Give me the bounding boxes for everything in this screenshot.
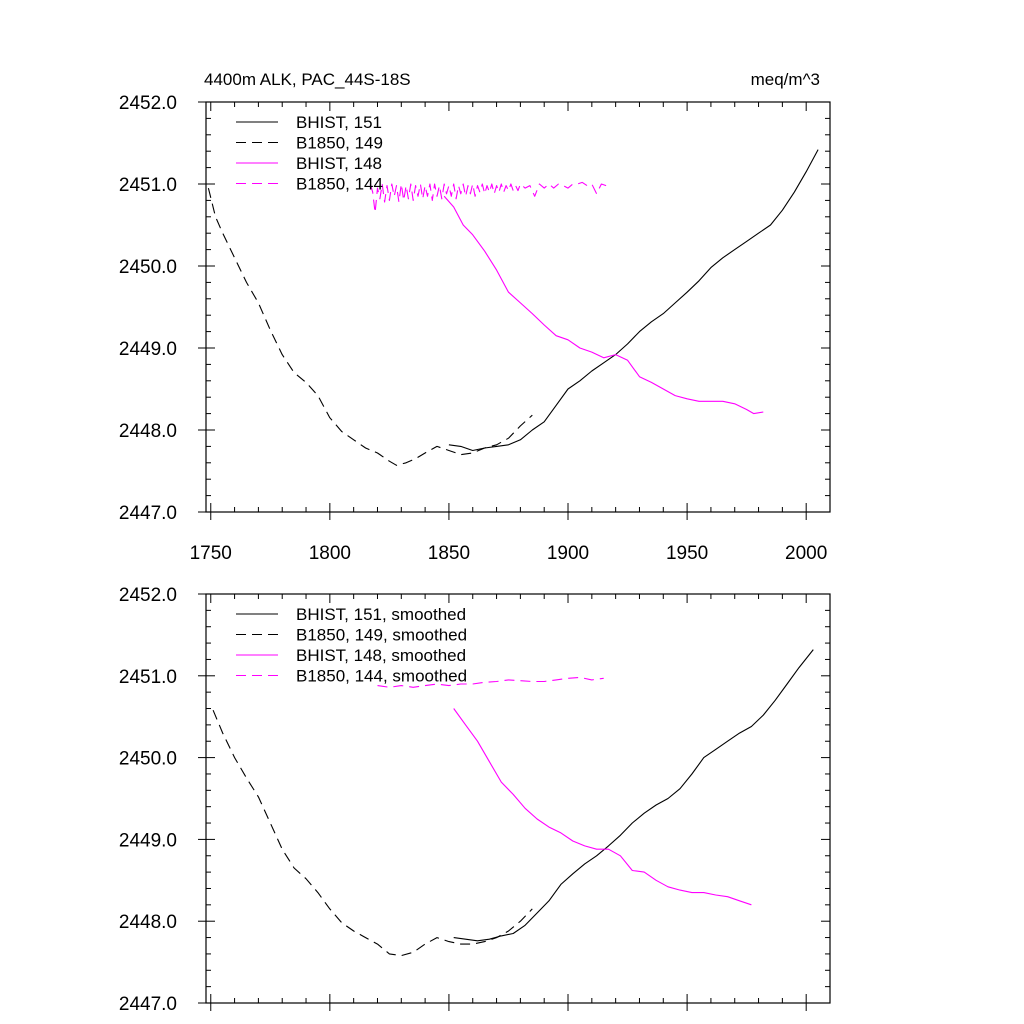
y-tick-label: 2447.0 [119,994,177,1015]
x-tick-label: 1850 [428,543,470,564]
legend-label: BHIST, 151 [296,113,382,132]
chart-title: 4400m ALK, PAC_44S-18S [204,70,411,89]
series-line [453,649,814,942]
x-tick-label: 1900 [547,543,589,564]
chart-panel-bottom: 2447.0 2448.0 2449.0 2450.0 2451.0 2452.0 BHIS… [119,585,831,1015]
series-line [377,676,604,688]
y-tick-label: 2448.0 [119,912,177,933]
y-tick-label: 2447.0 [119,503,177,524]
series-line [453,708,752,906]
x-tick-label: 2000 [785,543,827,564]
chart-units: meq/m^3 [751,70,820,89]
y-tick-label: 2452.0 [119,585,177,606]
y-tick-label: 2449.0 [119,830,177,851]
chart-panel-top: 4400m ALK, PAC_44S-18S meq/m^3 1750 1800 1… [119,70,831,564]
series-line [369,181,607,214]
x-tick-label: 1950 [666,543,708,564]
plot-frame [205,593,831,1004]
legend-label: B1850, 144 [296,175,383,194]
y-tick-label: 2448.0 [119,421,177,442]
y-tick-label: 2451.0 [119,175,177,196]
y-tick-label: 2450.0 [119,749,177,770]
series-line [443,195,764,415]
y-tick-label: 2450.0 [119,257,177,278]
legend-label: BHIST, 148, smoothed [296,646,466,665]
y-tick-label: 2452.0 [119,93,177,114]
legend-label: BHIST, 148 [296,154,382,173]
series-line [448,149,819,452]
legend-label: BHIST, 151, smoothed [296,605,466,624]
legend-label: B1850, 144, smoothed [296,667,467,686]
series-line [207,187,533,466]
x-tick-label: 1800 [309,543,351,564]
y-tick-label: 2451.0 [119,667,177,688]
series-line [212,709,533,957]
y-tick-label: 2449.0 [119,339,177,360]
x-tick-label: 1750 [190,543,232,564]
plot-frame [205,101,831,513]
legend-label: B1850, 149 [296,134,383,153]
legend-label: B1850, 149, smoothed [296,626,467,645]
